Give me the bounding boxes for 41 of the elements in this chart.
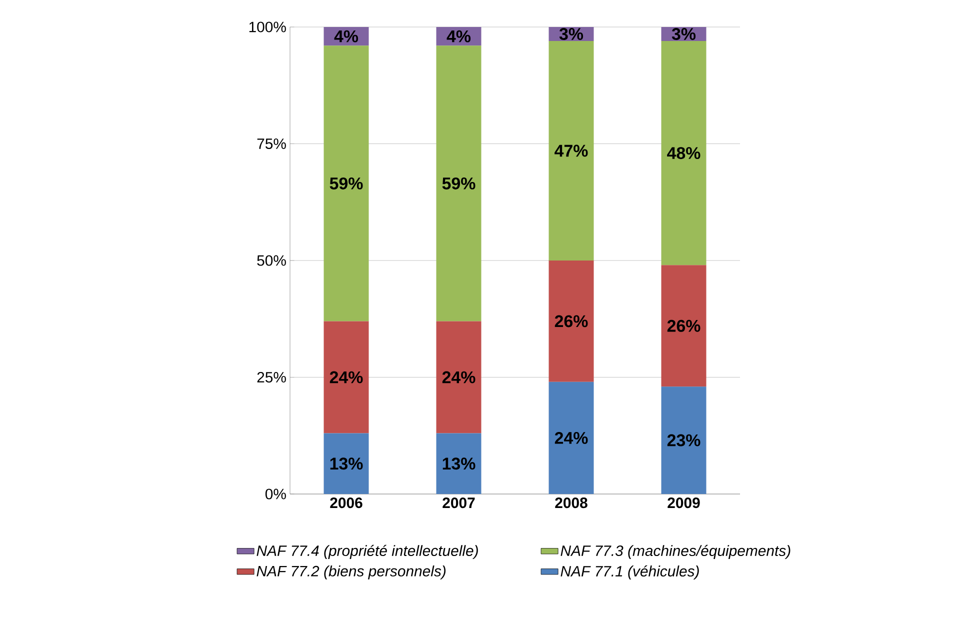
bar <box>436 433 482 494</box>
data-label: 26% <box>667 320 700 332</box>
legend-label: NAF 77.2 (biens personnels) <box>256 565 446 580</box>
x-tick-label: 2008 <box>555 498 588 508</box>
data-label: 59% <box>442 177 476 190</box>
x-tick-label: 2009 <box>668 498 700 508</box>
data-label: 24% <box>554 432 588 444</box>
bar <box>661 265 706 387</box>
data-label: 23% <box>667 434 700 446</box>
bar <box>548 260 594 382</box>
bar <box>661 41 706 266</box>
bar <box>548 41 594 260</box>
data-label: 24% <box>330 371 363 384</box>
bar <box>661 386 706 494</box>
bar <box>324 433 369 494</box>
data-label: 24% <box>442 371 476 384</box>
data-label: 3% <box>672 28 696 40</box>
bar <box>548 382 594 494</box>
data-label: 26% <box>554 315 588 328</box>
data-label: 4% <box>446 30 471 42</box>
data-label: 59% <box>330 177 363 190</box>
y-tick-label: 25% <box>257 372 286 383</box>
bar <box>324 321 369 434</box>
data-label: 3% <box>559 28 584 40</box>
data-label: 4% <box>334 30 358 42</box>
legend-label: NAF 77.4 (propriété intellectuelle) <box>256 544 478 559</box>
data-label: 13% <box>442 458 476 470</box>
y-tick-label: 50% <box>257 255 286 266</box>
x-tick-label: 2006 <box>330 498 362 508</box>
y-tick-label: 100% <box>249 22 286 32</box>
bar <box>324 46 369 322</box>
data-label: 48% <box>667 147 700 160</box>
data-label: 47% <box>554 144 588 157</box>
y-tick-label: 0% <box>265 488 286 500</box>
data-label: 13% <box>330 458 363 470</box>
x-tick-label: 2007 <box>442 498 475 508</box>
legend-label: NAF 77.1 (véhicules) <box>560 565 699 580</box>
y-tick-label: 75% <box>257 138 286 149</box>
legend-label: NAF 77.3 (machines/équipements) <box>560 544 790 559</box>
bar <box>436 321 482 434</box>
bar <box>436 46 482 322</box>
